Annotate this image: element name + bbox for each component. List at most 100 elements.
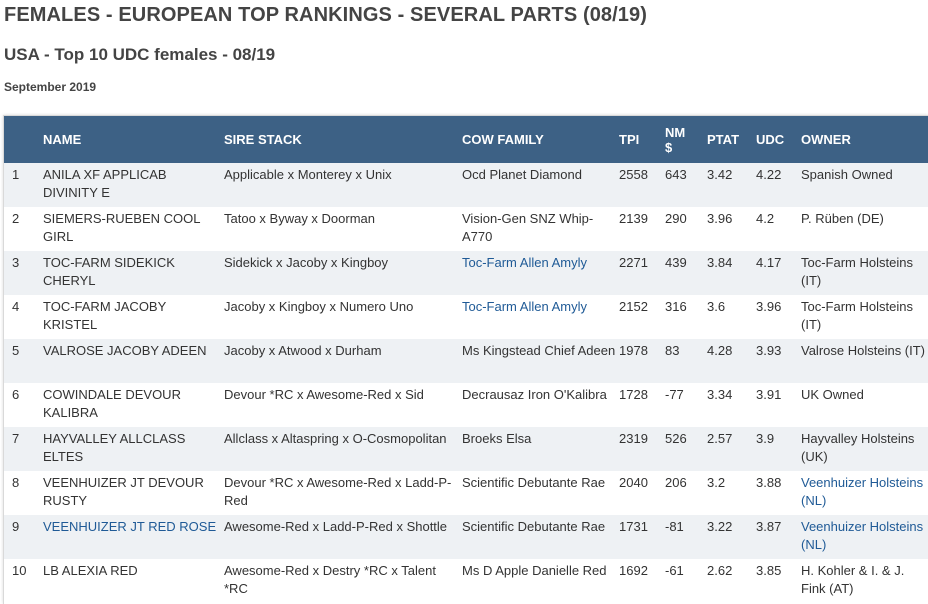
header-nm-line2: $ — [665, 139, 673, 155]
header-sire-stack[interactable]: SIRE STACK — [224, 132, 302, 147]
cell-sire-stack: Tatoo x Byway x Doorman — [224, 211, 376, 226]
cell-owner: Valrose Holsteins (IT) — [801, 343, 926, 358]
header-nm-line1: NM — [665, 124, 686, 140]
cell-sire-stack: Allclass x Altaspring x O-Cosmopolitan — [224, 431, 447, 446]
table-row: 8 VEENHUIZER JT DEVOUR RUSTY Devour *RC … — [4, 471, 928, 515]
cell-cow-family: Vision-Gen SNZ Whip-A770 — [462, 211, 594, 244]
cell-cow-family: Scientific Debutante Rae — [462, 475, 606, 490]
cell-tpi: 1692 — [619, 563, 648, 578]
header-name[interactable]: NAME — [43, 132, 82, 147]
cell-tpi: 1978 — [619, 343, 648, 358]
cell-name: LB ALEXIA RED — [43, 563, 138, 578]
cell-nm: 526 — [665, 431, 687, 446]
cell-cow-family-link[interactable]: Toc-Farm Allen Amyly — [462, 299, 587, 314]
cell-nm: -77 — [665, 387, 684, 402]
cell-udc: 4.22 — [756, 167, 782, 182]
cell-nm: 206 — [665, 475, 687, 490]
cell-udc: 3.87 — [756, 519, 782, 534]
header-owner[interactable]: OWNER — [801, 132, 851, 147]
table-row: 7 HAYVALLEY ALLCLASS ELTES Allclass x Al… — [4, 427, 928, 471]
header-nm[interactable]: NM $ — [665, 116, 707, 163]
cell-cow-family-link[interactable]: Toc-Farm Allen Amyly — [462, 255, 587, 270]
cell-owner-link[interactable]: Veenhuizer Holsteins (NL) — [801, 475, 924, 508]
cell-rank: 2 — [12, 211, 20, 226]
cell-cow-family: Decrausaz Iron O'Kalibra — [462, 387, 607, 402]
cell-udc: 3.93 — [756, 343, 782, 358]
cell-owner: Toc-Farm Holsteins (IT) — [801, 255, 913, 288]
table-row: 1 ANILA XF APPLICAB DIVINITY E Applicabl… — [4, 163, 928, 207]
cell-cow-family: Ms D Apple Danielle Red — [462, 563, 607, 578]
cell-sire-stack: Devour *RC x Awesome-Red x Ladd-P-Red — [224, 475, 452, 508]
page-subtitle: USA - Top 10 UDC females - 08/19 — [4, 45, 276, 64]
cell-rank: 5 — [12, 343, 20, 358]
cell-sire-stack: Sidekick x Jacoby x Kingboy — [224, 255, 389, 270]
cell-tpi: 1731 — [619, 519, 648, 534]
cell-nm: 83 — [665, 343, 680, 358]
table-row: 10 LB ALEXIA RED Awesome-Red x Destry *R… — [4, 559, 928, 603]
cell-owner-link[interactable]: Veenhuizer Holsteins (NL) — [801, 519, 924, 552]
table-row: 4 TOC-FARM JACOBY KRISTEL Jacoby x Kingb… — [4, 295, 928, 339]
cell-nm: -81 — [665, 519, 684, 534]
cell-name: COWINDALE DEVOUR KALIBRA — [43, 387, 181, 420]
cell-ptat: 3.22 — [707, 519, 733, 534]
cell-name: ANILA XF APPLICAB DIVINITY E — [43, 167, 167, 200]
rankings-table-container: NAME SIRE STACK COW FAMILY TPI NM $ PTAT… — [3, 115, 928, 604]
cell-udc: 3.96 — [756, 299, 782, 314]
cell-owner: Hayvalley Holsteins (UK) — [801, 431, 915, 464]
cell-sire-stack: Awesome-Red x Destry *RC x Talent *RC — [224, 563, 436, 596]
cell-name-link[interactable]: VEENHUIZER JT RED ROSE — [43, 519, 217, 534]
cell-nm: 290 — [665, 211, 687, 226]
header-rank — [4, 116, 43, 163]
cell-owner: P. Rüben (DE) — [801, 211, 884, 226]
cell-nm: -61 — [665, 563, 684, 578]
table-header-row: NAME SIRE STACK COW FAMILY TPI NM $ PTAT… — [4, 116, 928, 163]
cell-tpi: 1728 — [619, 387, 648, 402]
cell-tpi: 2040 — [619, 475, 648, 490]
header-cow-family[interactable]: COW FAMILY — [462, 132, 544, 147]
cell-ptat: 3.2 — [707, 475, 726, 490]
cell-ptat: 3.96 — [707, 211, 733, 226]
cell-tpi: 2152 — [619, 299, 648, 314]
cell-udc: 3.9 — [756, 431, 775, 446]
cell-rank: 4 — [12, 299, 20, 314]
cell-sire-stack: Jacoby x Kingboy x Numero Uno — [224, 299, 414, 314]
cell-cow-family: Ocd Planet Diamond — [462, 167, 582, 182]
header-udc[interactable]: UDC — [756, 132, 785, 147]
cell-name: TOC-FARM JACOBY KRISTEL — [43, 299, 167, 332]
cell-owner: Toc-Farm Holsteins (IT) — [801, 299, 913, 332]
cell-ptat: 2.62 — [707, 563, 733, 578]
cell-udc: 3.85 — [756, 563, 782, 578]
cell-tpi: 2271 — [619, 255, 648, 270]
cell-cow-family: Scientific Debutante Rae — [462, 519, 606, 534]
cell-name: HAYVALLEY ALLCLASS ELTES — [43, 431, 186, 464]
table-row: 2 SIEMERS-RUEBEN COOL GIRL Tatoo x Byway… — [4, 207, 928, 251]
cell-cow-family: Broeks Elsa — [462, 431, 532, 446]
cell-owner: UK Owned — [801, 387, 864, 402]
cell-rank: 10 — [12, 563, 27, 578]
cell-nm: 439 — [665, 255, 687, 270]
cell-udc: 3.91 — [756, 387, 782, 402]
cell-owner: H. Kohler & I. & J. Fink (AT) — [801, 563, 905, 596]
cell-sire-stack: Awesome-Red x Ladd-P-Red x Shottle — [224, 519, 448, 534]
cell-sire-stack: Devour *RC x Awesome-Red x Sid — [224, 387, 424, 402]
cell-cow-family: Ms Kingstead Chief Adeen — [462, 343, 616, 358]
publish-date: September 2019 — [4, 80, 97, 94]
cell-name: VALROSE JACOBY ADEEN — [43, 343, 207, 358]
cell-nm: 643 — [665, 167, 687, 182]
cell-rank: 8 — [12, 475, 20, 490]
cell-ptat: 3.34 — [707, 387, 733, 402]
rankings-table: NAME SIRE STACK COW FAMILY TPI NM $ PTAT… — [4, 116, 928, 603]
cell-udc: 4.17 — [756, 255, 782, 270]
cell-ptat: 4.28 — [707, 343, 733, 358]
cell-udc: 4.2 — [756, 211, 775, 226]
cell-owner: Spanish Owned — [801, 167, 893, 182]
cell-ptat: 2.57 — [707, 431, 733, 446]
header-ptat[interactable]: PTAT — [707, 132, 740, 147]
cell-rank: 1 — [12, 167, 20, 182]
table-row: 9 VEENHUIZER JT RED ROSE Awesome-Red x L… — [4, 515, 928, 559]
table-row: 3 TOC-FARM SIDEKICK CHERYL Sidekick x Ja… — [4, 251, 928, 295]
header-tpi[interactable]: TPI — [619, 132, 640, 147]
cell-name: SIEMERS-RUEBEN COOL GIRL — [43, 211, 200, 244]
cell-nm: 316 — [665, 299, 687, 314]
cell-tpi: 2558 — [619, 167, 648, 182]
